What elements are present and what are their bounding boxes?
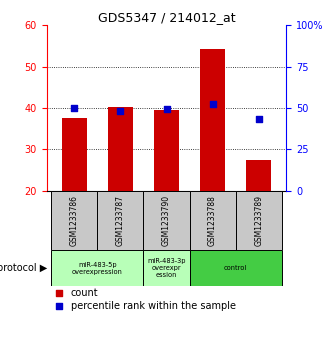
Bar xyxy=(144,250,189,286)
Text: GSM1233789: GSM1233789 xyxy=(254,195,263,246)
Text: GSM1233787: GSM1233787 xyxy=(116,195,125,246)
Bar xyxy=(189,191,236,250)
Bar xyxy=(144,191,189,250)
Bar xyxy=(51,191,97,250)
Text: percentile rank within the sample: percentile rank within the sample xyxy=(71,301,235,311)
Point xyxy=(72,105,77,111)
Bar xyxy=(154,110,179,191)
Point xyxy=(56,303,61,309)
Point xyxy=(118,108,123,114)
Point xyxy=(256,116,261,122)
Bar xyxy=(108,107,133,191)
Bar xyxy=(236,191,282,250)
Point xyxy=(210,101,215,107)
Bar xyxy=(200,49,225,191)
Text: count: count xyxy=(71,288,98,298)
Bar xyxy=(189,250,282,286)
Text: control: control xyxy=(224,265,247,271)
Text: GSM1233788: GSM1233788 xyxy=(208,195,217,246)
Bar xyxy=(62,118,87,191)
Point xyxy=(164,106,169,112)
Text: protocol ▶: protocol ▶ xyxy=(0,263,48,273)
Bar xyxy=(97,191,144,250)
Text: GSM1233790: GSM1233790 xyxy=(162,195,171,246)
Text: miR-483-5p
overexpression: miR-483-5p overexpression xyxy=(72,262,123,274)
Point xyxy=(56,290,61,296)
Bar xyxy=(246,160,271,191)
Title: GDS5347 / 214012_at: GDS5347 / 214012_at xyxy=(98,11,235,24)
Text: GSM1233786: GSM1233786 xyxy=(70,195,79,246)
Bar xyxy=(51,250,144,286)
Text: miR-483-3p
overexpr
ession: miR-483-3p overexpr ession xyxy=(147,258,186,278)
